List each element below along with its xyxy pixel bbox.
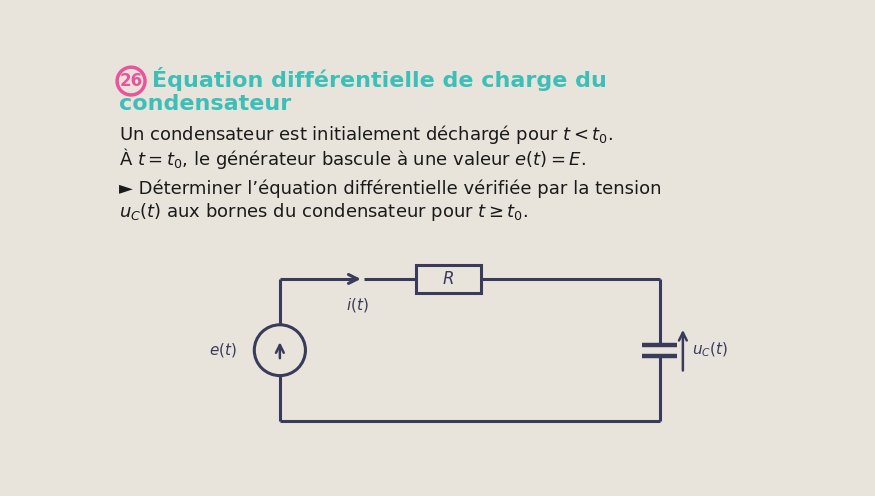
Text: ► Déterminer l’équation différentielle vérifiée par la tension: ► Déterminer l’équation différentielle v… [119, 180, 662, 198]
Text: $u_C(t)$: $u_C(t)$ [692, 341, 728, 360]
Text: 26: 26 [120, 72, 143, 90]
Text: Équation différentielle de charge du: Équation différentielle de charge du [152, 67, 607, 91]
Text: $e(t)$: $e(t)$ [209, 341, 237, 359]
Text: À $t = t_0$, le générateur bascule à une valeur $e(t) = E$.: À $t = t_0$, le générateur bascule à une… [119, 146, 585, 171]
Text: Un condensateur est initialement déchargé pour $t < t_0$.: Un condensateur est initialement décharg… [119, 124, 612, 146]
Bar [416, 265, 481, 293]
Text: $u_C(t)$ aux bornes du condensateur pour $t \geq t_0$.: $u_C(t)$ aux bornes du condensateur pour… [119, 201, 528, 223]
Text: $i(t)$: $i(t)$ [346, 296, 368, 314]
Text: condensateur: condensateur [119, 94, 290, 114]
Text: $R$: $R$ [443, 270, 454, 288]
